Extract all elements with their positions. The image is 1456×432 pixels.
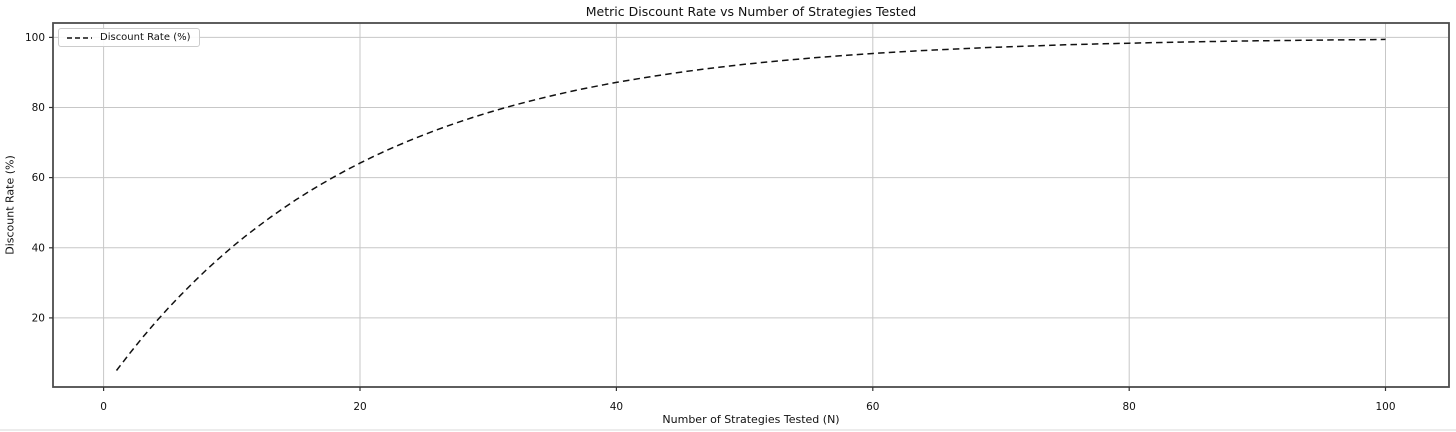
x-tick-label: 0 <box>100 401 107 413</box>
x-tick-label: 100 <box>1375 401 1395 413</box>
chart-title: Metric Discount Rate vs Number of Strate… <box>585 4 917 19</box>
y-tick-label: 40 <box>32 242 45 254</box>
x-tick-label: 40 <box>610 401 623 413</box>
screenshot-bottom-edge <box>0 429 1456 431</box>
axes-spines <box>52 22 1450 388</box>
legend: Discount Rate (%) <box>58 28 200 47</box>
y-tick-label: 60 <box>32 172 45 184</box>
x-tick-label: 60 <box>866 401 879 413</box>
x-axis-label: Number of Strategies Tested (N) <box>662 413 840 426</box>
x-tick-label: 20 <box>353 401 366 413</box>
x-tick-label: 80 <box>1123 401 1136 413</box>
y-tick-label: 100 <box>25 32 45 44</box>
y-axis-label: Discount Rate (%) <box>3 155 17 255</box>
legend-dashed-line-icon <box>67 36 92 39</box>
y-tick-label: 20 <box>32 312 45 324</box>
y-tick-label: 80 <box>32 102 45 114</box>
series-line <box>115 38 1386 371</box>
legend-label: Discount Rate (%) <box>100 32 191 43</box>
